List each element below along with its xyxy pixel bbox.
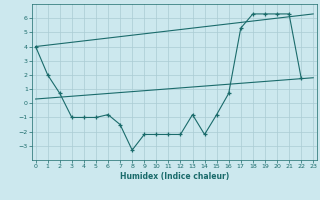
- X-axis label: Humidex (Indice chaleur): Humidex (Indice chaleur): [120, 172, 229, 181]
